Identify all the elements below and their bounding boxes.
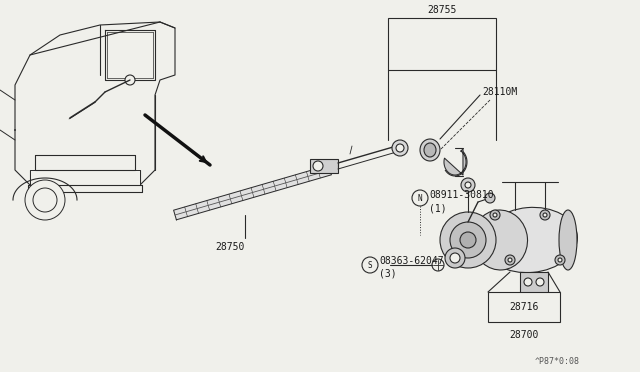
Text: (3): (3) [379, 269, 397, 279]
Text: 28716: 28716 [509, 302, 539, 312]
Text: 28110M: 28110M [482, 87, 517, 97]
Text: 28750: 28750 [215, 242, 244, 252]
Circle shape [505, 255, 515, 265]
Circle shape [313, 161, 323, 171]
Polygon shape [173, 165, 332, 220]
Bar [488, 292, 560, 322]
Text: S: S [368, 260, 372, 269]
Text: N: N [418, 193, 422, 202]
Circle shape [490, 210, 500, 220]
Ellipse shape [420, 139, 440, 161]
Circle shape [524, 278, 532, 286]
Text: 28700: 28700 [509, 330, 539, 340]
Polygon shape [444, 149, 466, 175]
Circle shape [555, 255, 565, 265]
Circle shape [362, 257, 378, 273]
Bar [310, 159, 338, 173]
Circle shape [493, 213, 497, 217]
Text: (1): (1) [429, 203, 447, 213]
Ellipse shape [559, 210, 577, 270]
Circle shape [412, 190, 428, 206]
Text: 08911-30810: 08911-30810 [429, 190, 493, 200]
Circle shape [461, 178, 475, 192]
Circle shape [508, 258, 512, 262]
Bar [388, 18, 496, 70]
Circle shape [432, 259, 444, 271]
Text: ^P87*0:08: ^P87*0:08 [535, 357, 580, 366]
Circle shape [396, 144, 404, 152]
Bar [520, 272, 548, 294]
Circle shape [558, 258, 562, 262]
Circle shape [465, 182, 471, 188]
Circle shape [450, 253, 460, 263]
Circle shape [485, 193, 495, 203]
Circle shape [33, 188, 57, 212]
Circle shape [125, 75, 135, 85]
Circle shape [543, 213, 547, 217]
Ellipse shape [472, 210, 527, 270]
Bar [30, 170, 140, 185]
Text: 28755: 28755 [428, 5, 457, 15]
Circle shape [440, 212, 496, 268]
Text: 08363-62047: 08363-62047 [379, 256, 444, 266]
Ellipse shape [424, 143, 436, 157]
Circle shape [445, 248, 465, 268]
Circle shape [25, 180, 65, 220]
Circle shape [536, 278, 544, 286]
Ellipse shape [483, 207, 577, 273]
Circle shape [460, 232, 476, 248]
Circle shape [450, 222, 486, 258]
Circle shape [540, 210, 550, 220]
Circle shape [392, 140, 408, 156]
